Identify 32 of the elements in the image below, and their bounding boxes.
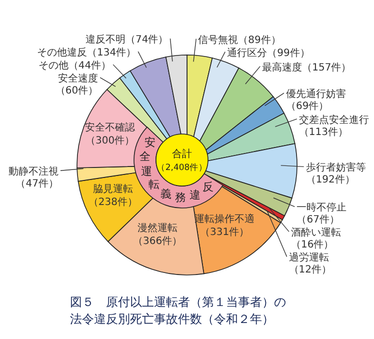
data-label: （16件） (291, 240, 334, 251)
slice-label: 脇見運転 (92, 183, 133, 196)
text: （2,408件） (156, 162, 208, 173)
data-label: （300件） (86, 135, 135, 146)
data-label: （192件） (306, 174, 355, 186)
data-label: （67件） (296, 214, 340, 226)
slice-label: 優先通行妨害 (286, 88, 346, 100)
slice-label: その他（44件） (38, 60, 112, 72)
data-label: （238件） (88, 197, 138, 208)
slice-label: 交差点安全進行 (298, 114, 369, 126)
text: 図５ 原付以上運転者（第１当事者）の法令違反別死亡事故件数（令和２年） (70, 294, 287, 328)
slice-label: 違反不明（74件） (86, 34, 168, 46)
slice-label: 酒酔い運転 (291, 226, 342, 239)
slice-label: 信号無視（89件） (198, 34, 281, 46)
slice-label: 安全速度 (58, 72, 98, 85)
slice-label: その他違反（134件） (37, 46, 136, 59)
slice-label: 漫然運転 (138, 222, 178, 234)
text: 合計 (172, 148, 192, 160)
slice-label: 通行区分（99件） (227, 46, 310, 59)
slice-label: 安全不確認 (85, 121, 136, 134)
slice-label: 動静不注視 (8, 166, 58, 178)
data-label: （331件） (200, 227, 250, 238)
data-label: （366件） (132, 236, 182, 248)
data-label: （12件） (288, 264, 332, 276)
data-label: （47件） (16, 178, 58, 190)
slice-label: 過労運転 (288, 252, 329, 264)
slice-label: 歩行者妨害等 (306, 162, 366, 174)
data-label: （69件） (286, 101, 329, 112)
data-label: （113件） (298, 126, 348, 138)
data-label: （60件） (55, 86, 98, 97)
slice-label: 最高速度（157件） (262, 61, 352, 74)
slice-label: 一時不停止 (296, 202, 347, 214)
